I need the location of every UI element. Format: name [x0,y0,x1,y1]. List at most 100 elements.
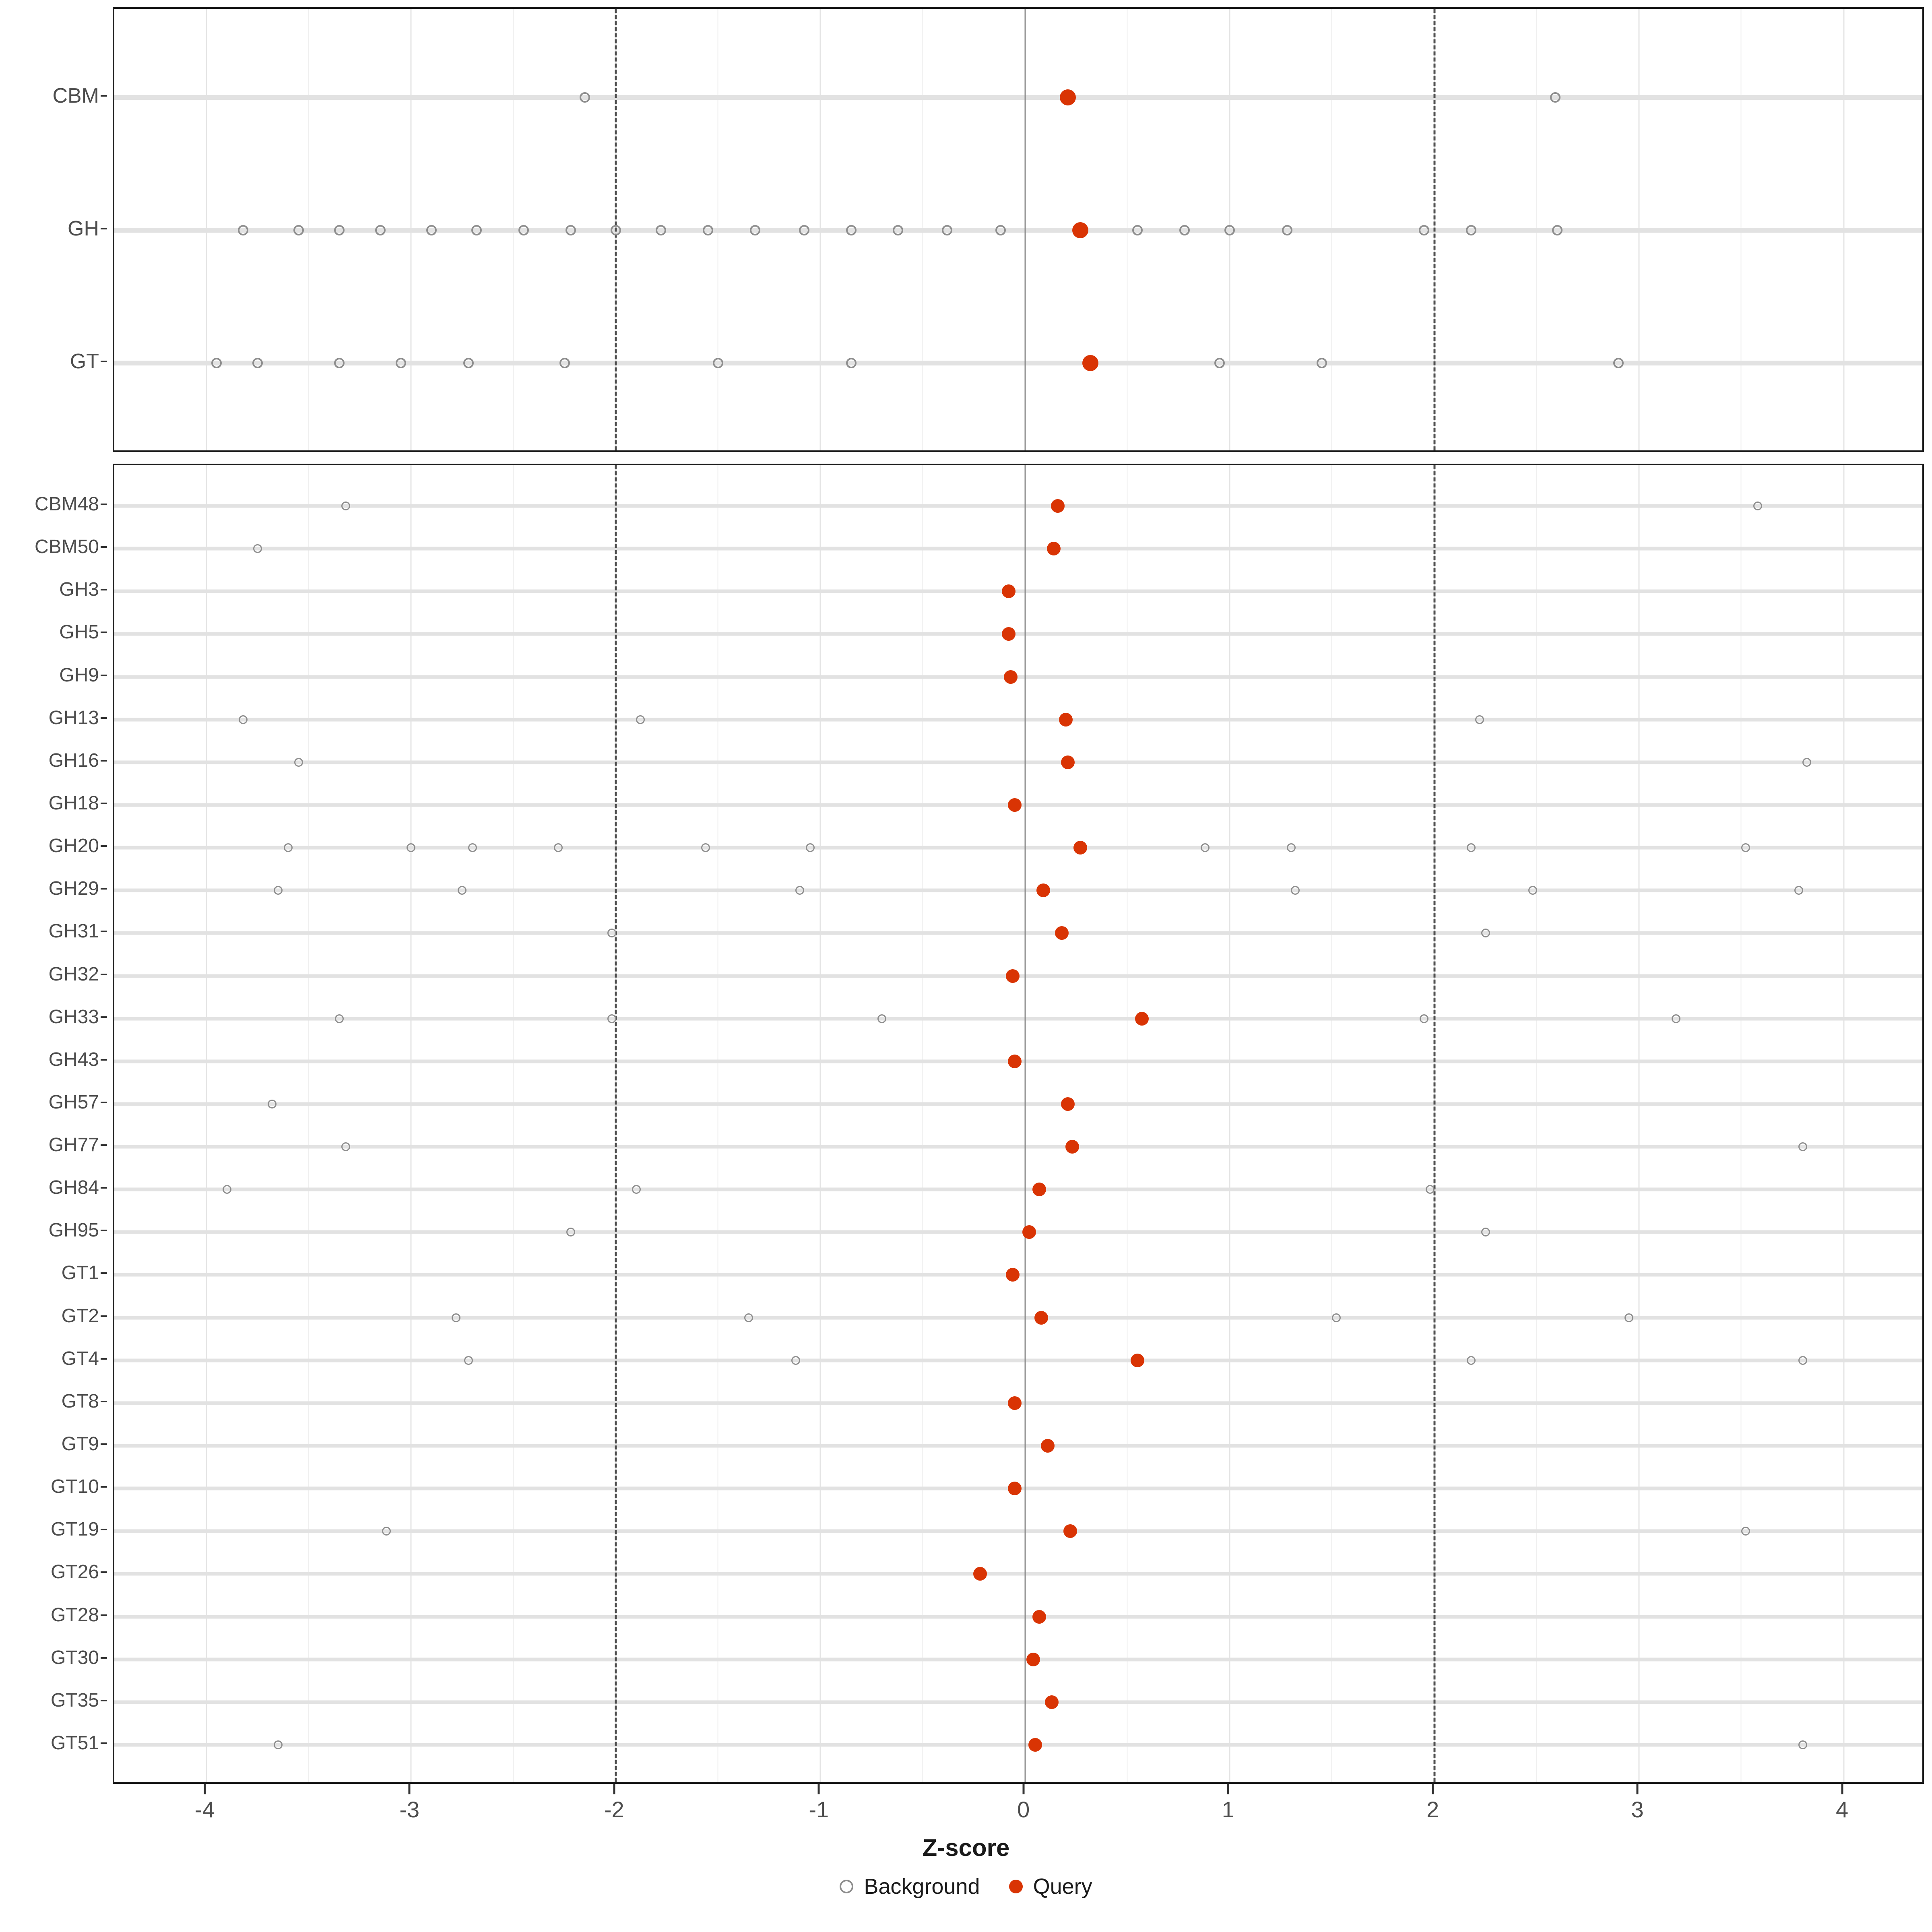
background-data-point[interactable] [238,225,249,235]
background-data-point[interactable] [791,1356,801,1365]
query-data-point[interactable] [1004,670,1018,684]
query-data-point[interactable] [1008,1396,1022,1410]
background-data-point[interactable] [334,225,345,235]
query-data-point[interactable] [1032,1183,1046,1197]
query-data-point[interactable] [1008,1482,1022,1496]
background-data-point[interactable] [375,225,386,235]
query-data-point[interactable] [1034,1311,1049,1325]
background-data-point[interactable] [1481,929,1490,938]
background-data-point[interactable] [1528,886,1537,895]
query-data-point[interactable] [1063,1524,1077,1538]
query-data-point[interactable] [1032,1610,1046,1624]
background-data-point[interactable] [1550,92,1560,103]
background-data-point[interactable] [463,358,474,368]
background-data-point[interactable] [554,843,563,852]
background-data-point[interactable] [452,1313,461,1322]
background-data-point[interactable] [1132,225,1143,235]
background-data-point[interactable] [1282,225,1292,235]
background-data-point[interactable] [335,1014,344,1023]
background-data-point[interactable] [749,225,760,235]
background-data-point[interactable] [1741,843,1750,852]
background-data-point[interactable] [846,225,857,235]
background-data-point[interactable] [334,358,345,368]
background-data-point[interactable] [471,225,482,235]
query-data-point[interactable] [1051,499,1065,513]
background-data-point[interactable] [341,1142,350,1152]
query-data-point[interactable] [1065,1140,1079,1154]
background-data-point[interactable] [877,1014,886,1023]
background-data-point[interactable] [1671,1014,1680,1023]
background-data-point[interactable] [1466,225,1477,235]
background-data-point[interactable] [744,1313,753,1322]
query-data-point[interactable] [1008,798,1022,812]
background-data-point[interactable] [632,1185,641,1194]
background-data-point[interactable] [1426,1185,1435,1194]
background-data-point[interactable] [1798,1740,1807,1749]
background-data-point[interactable] [341,502,350,511]
background-data-point[interactable] [468,843,477,852]
background-data-point[interactable] [995,225,1006,235]
background-data-point[interactable] [846,358,857,368]
query-data-point[interactable] [973,1567,987,1581]
query-data-point[interactable] [1055,926,1069,940]
query-data-point[interactable] [1002,627,1016,641]
legend-item-query[interactable]: Query [1009,1876,1092,1897]
query-data-point[interactable] [1082,355,1099,371]
background-data-point[interactable] [636,715,645,724]
background-data-point[interactable] [1419,225,1430,235]
query-data-point[interactable] [1046,542,1061,556]
background-data-point[interactable] [1331,1313,1341,1322]
background-data-point[interactable] [893,225,904,235]
query-data-point[interactable] [1060,89,1076,105]
background-data-point[interactable] [407,843,416,852]
background-data-point[interactable] [795,886,805,895]
query-data-point[interactable] [1044,1695,1059,1709]
background-data-point[interactable] [1467,1356,1476,1365]
background-data-point[interactable] [458,886,467,895]
background-data-point[interactable] [565,225,576,235]
query-data-point[interactable] [1073,841,1087,855]
query-data-point[interactable] [1059,712,1073,727]
background-data-point[interactable] [1798,1356,1807,1365]
background-data-point[interactable] [464,1356,473,1365]
background-data-point[interactable] [1741,1527,1750,1536]
background-data-point[interactable] [267,1099,277,1108]
background-data-point[interactable] [518,225,529,235]
background-data-point[interactable] [580,92,590,103]
background-data-point[interactable] [1624,1313,1633,1322]
background-data-point[interactable] [1317,358,1327,368]
background-data-point[interactable] [1201,843,1210,852]
background-data-point[interactable] [294,758,303,767]
query-data-point[interactable] [1022,1225,1036,1239]
background-data-point[interactable] [293,225,304,235]
background-data-point[interactable] [1481,1228,1490,1237]
query-data-point[interactable] [1006,1268,1020,1282]
background-data-point[interactable] [1552,225,1563,235]
background-data-point[interactable] [799,225,809,235]
background-data-point[interactable] [395,358,406,368]
background-data-point[interactable] [284,843,293,852]
background-data-point[interactable] [1467,843,1476,852]
query-data-point[interactable] [1061,755,1075,769]
query-data-point[interactable] [1061,1097,1075,1111]
query-data-point[interactable] [1135,1011,1149,1026]
query-data-point[interactable] [1008,1054,1022,1068]
background-data-point[interactable] [566,1228,575,1237]
background-data-point[interactable] [1802,758,1812,767]
background-data-point[interactable] [1753,502,1763,511]
background-data-point[interactable] [607,1014,616,1023]
background-data-point[interactable] [239,715,248,724]
background-data-point[interactable] [559,358,570,368]
query-data-point[interactable] [1028,1738,1042,1752]
background-data-point[interactable] [252,358,263,368]
background-data-point[interactable] [1420,1014,1429,1023]
background-data-point[interactable] [1286,843,1296,852]
background-data-point[interactable] [942,225,953,235]
background-data-point[interactable] [253,544,262,553]
background-data-point[interactable] [701,843,710,852]
background-data-point[interactable] [702,225,713,235]
query-data-point[interactable] [1002,584,1016,599]
query-data-point[interactable] [1036,883,1051,898]
background-data-point[interactable] [1475,715,1484,724]
legend-item-background[interactable]: Background [840,1876,980,1897]
